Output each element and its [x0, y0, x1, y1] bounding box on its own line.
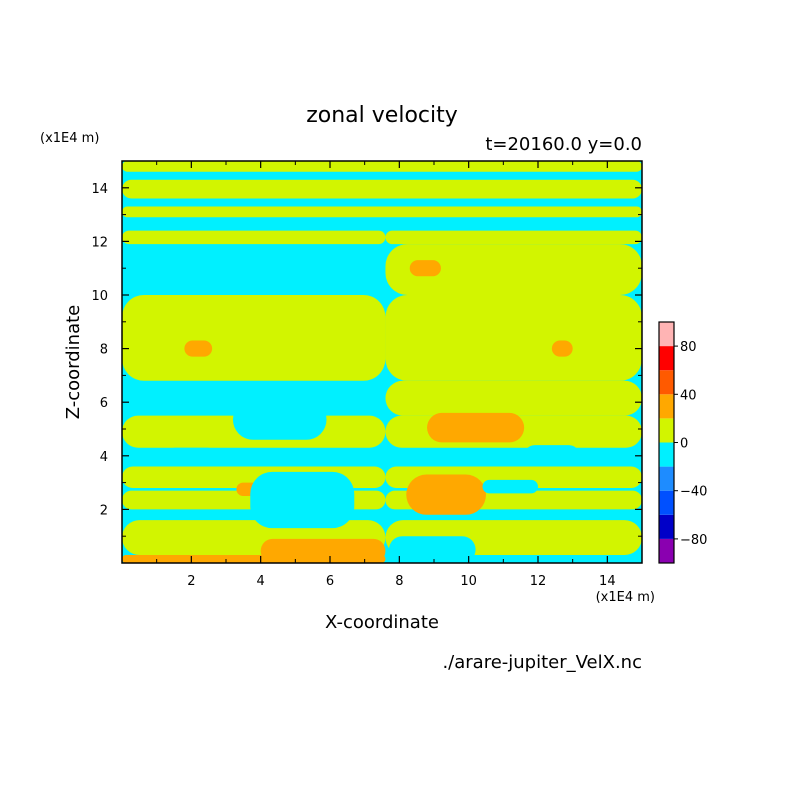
- file-label: ./arare-jupiter_VelX.nc: [442, 652, 642, 673]
- contour-region-29: [388, 536, 476, 563]
- colorbar-label: 80: [680, 340, 697, 355]
- plot-frame: [121, 160, 643, 564]
- contour-region-26: [250, 471, 355, 529]
- contour-region-15: [385, 380, 642, 416]
- contour-field: [122, 161, 642, 563]
- colorbar-segment: [659, 466, 674, 491]
- colorbar-segment: [659, 322, 674, 347]
- x-tick-label: 14: [599, 574, 616, 589]
- colorbar-label: 0: [680, 437, 688, 452]
- contour-region-5: [122, 230, 386, 245]
- colorbar-label: −80: [680, 533, 707, 548]
- y-tick-label: 12: [91, 235, 108, 250]
- x-unit-label: (x1E4 m): [596, 590, 655, 605]
- contour-region-16: [385, 244, 642, 295]
- contour-region-18: [260, 538, 386, 563]
- x-tick-label: 4: [257, 574, 265, 589]
- y-tick-label: 6: [100, 396, 108, 411]
- contour-region-30: [482, 479, 538, 494]
- colorbar-segment: [659, 370, 674, 395]
- chart-subtitle: t=20160.0 y=0.0: [485, 134, 642, 155]
- x-tick-label: 12: [530, 574, 547, 589]
- contour-region-8: [122, 161, 642, 172]
- y-tick-label: 10: [91, 289, 108, 304]
- contour-region-31: [524, 445, 580, 467]
- y-tick-label: 8: [100, 343, 108, 358]
- colorbar-segment: [659, 442, 674, 467]
- colorbar-segment: [659, 394, 674, 419]
- y-unit-label: (x1E4 m): [40, 131, 99, 146]
- contour-region-24: [551, 340, 573, 357]
- x-axis-ticks: 2 4 6 8 10 12 14: [156, 161, 616, 589]
- colorbar-segment: [659, 418, 674, 443]
- colorbar: −80 −40 0 40 80: [658, 321, 707, 564]
- x-tick-label: 2: [187, 574, 195, 589]
- contour-region-20: [184, 340, 213, 357]
- contour-region-14: [385, 230, 642, 245]
- contour-region-13: [385, 295, 642, 381]
- y-axis-label: Z-coordinate: [63, 305, 84, 420]
- colorbar-label: 40: [680, 388, 697, 403]
- contour-regions: [122, 161, 642, 563]
- colorbar-label: −40: [680, 485, 707, 500]
- x-tick-label: 6: [326, 574, 334, 589]
- chart-title: zonal velocity: [306, 103, 458, 128]
- colorbar-segment: [659, 538, 674, 563]
- contour-region-28: [326, 254, 362, 271]
- y-tick-label: 14: [91, 182, 108, 197]
- colorbar-segment: [659, 490, 674, 515]
- y-axis-ticks: 2 4 6 8 10 12 14: [91, 182, 642, 537]
- contour-region-6: [122, 206, 642, 218]
- colorbar-segment: [659, 346, 674, 371]
- contour-region-21: [406, 474, 486, 515]
- y-tick-label: 2: [100, 503, 108, 518]
- contour-region-23: [409, 260, 441, 277]
- x-tick-label: 8: [395, 574, 403, 589]
- contour-region-7: [122, 179, 642, 199]
- contour-region-22: [427, 412, 525, 443]
- contour-region-4: [122, 295, 386, 381]
- x-axis-label: X-coordinate: [325, 612, 439, 633]
- contour-region-27: [167, 447, 216, 464]
- x-tick-label: 10: [460, 574, 477, 589]
- contour-region-25: [232, 399, 327, 440]
- y-tick-label: 4: [100, 450, 108, 465]
- colorbar-segment: [659, 514, 674, 539]
